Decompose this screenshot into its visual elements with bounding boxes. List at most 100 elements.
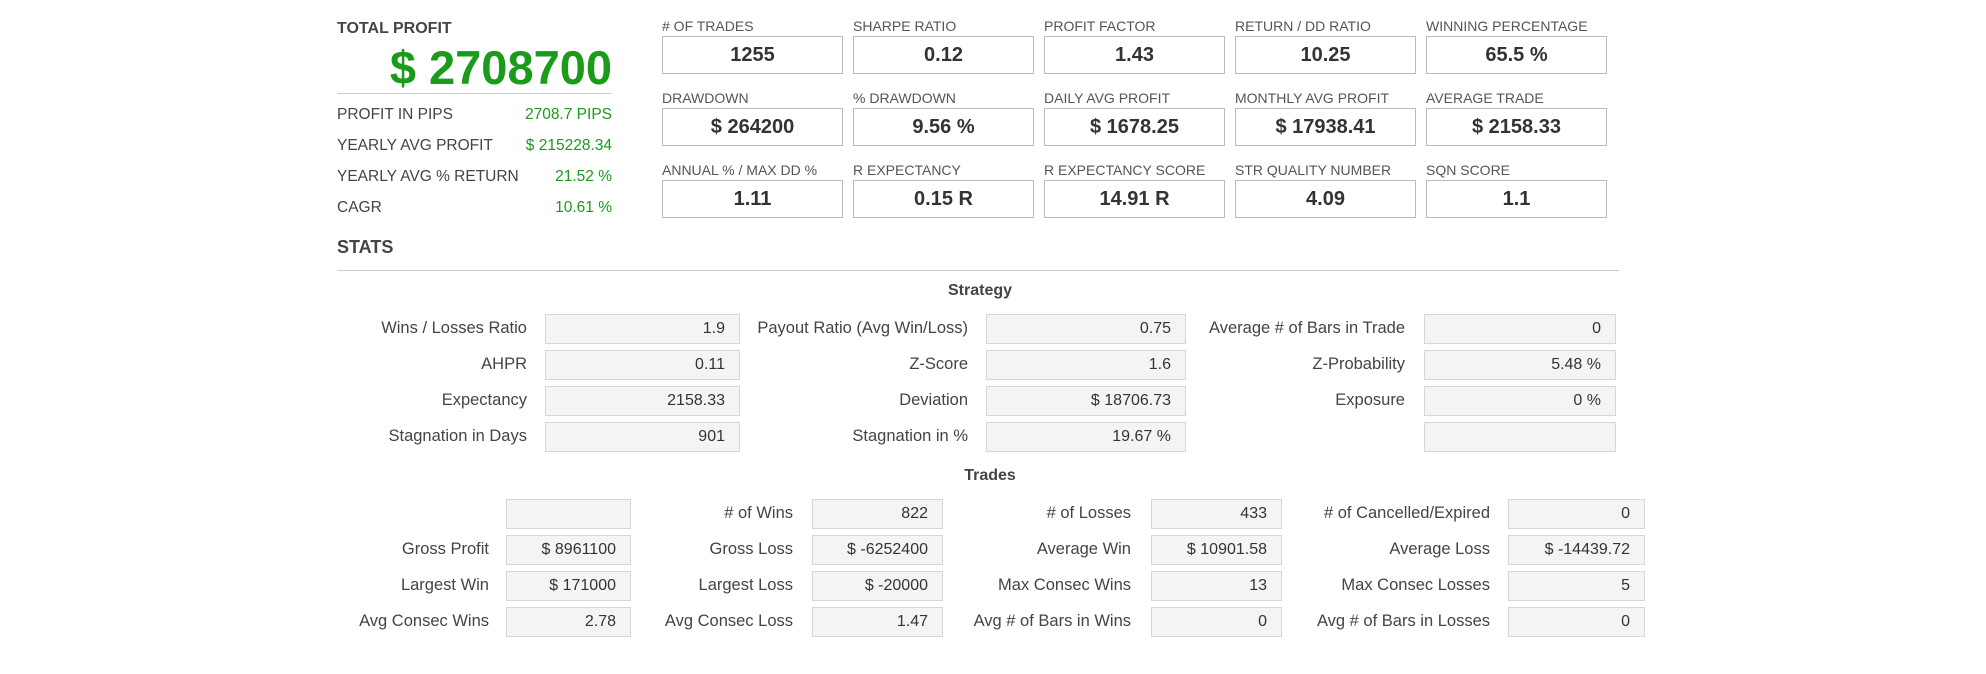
stat-label: Expectancy bbox=[441, 391, 527, 409]
profit-in-pips-row: PROFIT IN PIPS 2708.7 PIPS bbox=[337, 106, 612, 124]
stat-value bbox=[1424, 422, 1616, 452]
trade-value: 13 bbox=[1151, 571, 1282, 601]
trade-value: $ 171000 bbox=[506, 571, 631, 601]
metric-label: PROFIT FACTOR bbox=[1044, 18, 1156, 34]
stat-value: 0.11 bbox=[545, 350, 740, 380]
metric-label: DAILY AVG PROFIT bbox=[1044, 90, 1171, 106]
strategy-heading: Strategy bbox=[947, 282, 1013, 299]
stat-value: 1.6 bbox=[986, 350, 1186, 380]
metric-label: RETURN / DD RATIO bbox=[1235, 18, 1371, 34]
trade-label: Largest Loss bbox=[698, 576, 793, 594]
stat-label: Z-Score bbox=[909, 355, 968, 373]
stats-divider bbox=[337, 270, 1619, 271]
stat-label: Exposure bbox=[1335, 391, 1405, 409]
trade-value: 822 bbox=[812, 499, 943, 529]
trade-value: $ 10901.58 bbox=[1151, 535, 1282, 565]
stat-value: 5.48 % bbox=[1424, 350, 1616, 380]
metric-value: 4.09 bbox=[1235, 180, 1416, 218]
trade-value: $ -6252400 bbox=[812, 535, 943, 565]
trade-label: # of Cancelled/Expired bbox=[1323, 504, 1490, 522]
trade-label: Avg Consec Loss bbox=[664, 612, 793, 630]
stat-value: $ 18706.73 bbox=[986, 386, 1186, 416]
cagr-label: CAGR bbox=[337, 199, 382, 216]
yearly-avg-profit-value: $ 215228.34 bbox=[525, 137, 612, 154]
metric-value: 0.12 bbox=[853, 36, 1034, 74]
trade-label: Max Consec Wins bbox=[998, 576, 1131, 594]
stat-label: Payout Ratio (Avg Win/Loss) bbox=[757, 319, 968, 337]
stats-heading: STATS bbox=[337, 237, 394, 257]
stat-value: 0 % bbox=[1424, 386, 1616, 416]
stat-label: Stagnation in % bbox=[852, 427, 968, 445]
stat-label: Average # of Bars in Trade bbox=[1209, 319, 1405, 337]
metric-label: ANNUAL % / MAX DD % bbox=[662, 162, 818, 178]
trade-label: Average Win bbox=[1036, 540, 1131, 558]
trade-label: Average Loss bbox=[1389, 540, 1490, 558]
metric-value: $ 17938.41 bbox=[1235, 108, 1416, 146]
trade-label: Gross Profit bbox=[401, 540, 489, 558]
metric-label: MONTHLY AVG PROFIT bbox=[1235, 90, 1390, 106]
metric-label: DRAWDOWN bbox=[662, 90, 749, 106]
metric-value: 1.43 bbox=[1044, 36, 1225, 74]
yearly-avg-return-label: YEARLY AVG % RETURN bbox=[337, 168, 519, 185]
metric-label: AVERAGE TRADE bbox=[1426, 90, 1544, 106]
trade-value: 0 bbox=[1151, 607, 1282, 637]
cagr-value: 10.61 % bbox=[555, 199, 612, 216]
stat-label: Wins / Losses Ratio bbox=[381, 319, 527, 337]
metric-value: 14.91 R bbox=[1044, 180, 1225, 218]
stat-value: 0 bbox=[1424, 314, 1616, 344]
metric-value: $ 264200 bbox=[662, 108, 843, 146]
trade-value: $ -20000 bbox=[812, 571, 943, 601]
metric-value: 10.25 bbox=[1235, 36, 1416, 74]
trade-label: Avg # of Bars in Losses bbox=[1316, 612, 1490, 630]
metric-value: $ 2158.33 bbox=[1426, 108, 1607, 146]
metric-label: R EXPECTANCY SCORE bbox=[1044, 162, 1206, 178]
trade-value: 5 bbox=[1508, 571, 1645, 601]
metric-value: $ 1678.25 bbox=[1044, 108, 1225, 146]
metric-value: 1.1 bbox=[1426, 180, 1607, 218]
metric-value: 1.11 bbox=[662, 180, 843, 218]
metric-label: % DRAWDOWN bbox=[853, 90, 956, 106]
cagr-row: CAGR 10.61 % bbox=[337, 199, 612, 217]
trade-label: # of Wins bbox=[724, 504, 793, 522]
trade-label: Largest Win bbox=[400, 576, 489, 594]
stat-value: 1.9 bbox=[545, 314, 740, 344]
trade-label: Gross Loss bbox=[709, 540, 793, 558]
total-profit-label: TOTAL PROFIT bbox=[337, 20, 452, 37]
stat-value: 0.75 bbox=[986, 314, 1186, 344]
metric-value: 9.56 % bbox=[853, 108, 1034, 146]
yearly-avg-return-row: YEARLY AVG % RETURN 21.52 % bbox=[337, 168, 612, 186]
trade-value: $ -14439.72 bbox=[1508, 535, 1645, 565]
trade-value bbox=[506, 499, 631, 529]
stat-value: 19.67 % bbox=[986, 422, 1186, 452]
total-profit-value: $ 2708700 bbox=[389, 41, 612, 94]
metric-value: 65.5 % bbox=[1426, 36, 1607, 74]
trade-value: 0 bbox=[1508, 607, 1645, 637]
metric-label: STR QUALITY NUMBER bbox=[1235, 162, 1392, 178]
profit-in-pips-label: PROFIT IN PIPS bbox=[337, 106, 453, 123]
stat-label: Deviation bbox=[899, 391, 968, 409]
stat-value: 2158.33 bbox=[545, 386, 740, 416]
total-profit-divider bbox=[337, 93, 612, 94]
stat-label: AHPR bbox=[481, 355, 527, 373]
trades-heading: Trades bbox=[964, 467, 1016, 484]
metric-label: SHARPE RATIO bbox=[853, 18, 957, 34]
metric-label: SQN SCORE bbox=[1426, 162, 1511, 178]
yearly-avg-profit-label: YEARLY AVG PROFIT bbox=[337, 137, 493, 154]
trade-value: 2.78 bbox=[506, 607, 631, 637]
trade-value: 1.47 bbox=[812, 607, 943, 637]
trade-label: Max Consec Losses bbox=[1341, 576, 1490, 594]
stat-label: Z-Probability bbox=[1312, 355, 1405, 373]
yearly-avg-return-value: 21.52 % bbox=[555, 168, 612, 185]
trade-label: Avg # of Bars in Wins bbox=[973, 612, 1131, 630]
metric-label: WINNING PERCENTAGE bbox=[1426, 18, 1588, 34]
trade-label: Avg Consec Wins bbox=[359, 612, 489, 630]
metric-label: # OF TRADES bbox=[662, 18, 754, 34]
profit-in-pips-value: 2708.7 PIPS bbox=[524, 106, 612, 123]
stat-value: 901 bbox=[545, 422, 740, 452]
metric-value: 0.15 R bbox=[853, 180, 1034, 218]
trade-label: # of Losses bbox=[1046, 504, 1131, 522]
yearly-avg-profit-row: YEARLY AVG PROFIT $ 215228.34 bbox=[337, 137, 612, 155]
trade-value: 0 bbox=[1508, 499, 1645, 529]
stat-label: Stagnation in Days bbox=[388, 427, 527, 445]
metric-label: R EXPECTANCY bbox=[853, 162, 961, 178]
